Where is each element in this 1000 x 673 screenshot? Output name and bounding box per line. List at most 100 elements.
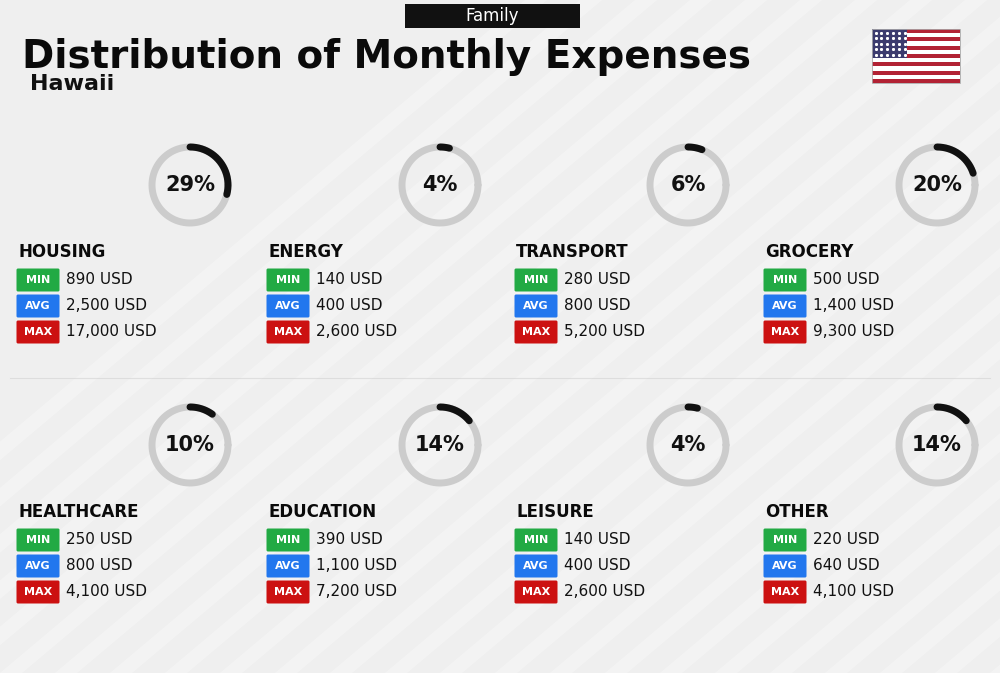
- FancyBboxPatch shape: [764, 269, 806, 291]
- Text: LEISURE: LEISURE: [516, 503, 594, 521]
- Text: 2,600 USD: 2,600 USD: [316, 324, 397, 339]
- FancyBboxPatch shape: [266, 295, 310, 318]
- Text: AVG: AVG: [25, 561, 51, 571]
- Text: 640 USD: 640 USD: [813, 559, 880, 573]
- FancyBboxPatch shape: [764, 295, 806, 318]
- Text: AVG: AVG: [772, 301, 798, 311]
- Text: HEALTHCARE: HEALTHCARE: [18, 503, 138, 521]
- Polygon shape: [0, 0, 822, 673]
- FancyBboxPatch shape: [872, 67, 960, 71]
- Text: HOUSING: HOUSING: [18, 243, 105, 261]
- Polygon shape: [935, 0, 1000, 673]
- Text: MIN: MIN: [276, 275, 300, 285]
- Text: MIN: MIN: [773, 275, 797, 285]
- FancyBboxPatch shape: [872, 42, 960, 46]
- FancyBboxPatch shape: [872, 29, 907, 58]
- Polygon shape: [990, 0, 1000, 673]
- Text: 17,000 USD: 17,000 USD: [66, 324, 157, 339]
- Text: AVG: AVG: [275, 561, 301, 571]
- Text: 220 USD: 220 USD: [813, 532, 880, 548]
- Polygon shape: [385, 0, 1000, 673]
- Text: MIN: MIN: [276, 535, 300, 545]
- FancyBboxPatch shape: [872, 29, 960, 33]
- Text: Distribution of Monthly Expenses: Distribution of Monthly Expenses: [22, 38, 751, 76]
- FancyBboxPatch shape: [266, 320, 310, 343]
- FancyBboxPatch shape: [514, 320, 558, 343]
- Text: 2,600 USD: 2,600 USD: [564, 584, 645, 600]
- FancyBboxPatch shape: [514, 528, 558, 551]
- FancyBboxPatch shape: [514, 581, 558, 604]
- Polygon shape: [330, 0, 1000, 673]
- Text: MAX: MAX: [771, 327, 799, 337]
- Polygon shape: [165, 0, 987, 673]
- Text: AVG: AVG: [772, 561, 798, 571]
- Text: 14%: 14%: [912, 435, 962, 455]
- Polygon shape: [220, 0, 1000, 673]
- FancyBboxPatch shape: [16, 320, 60, 343]
- Text: 7,200 USD: 7,200 USD: [316, 584, 397, 600]
- Text: 500 USD: 500 USD: [813, 273, 880, 287]
- Text: 390 USD: 390 USD: [316, 532, 383, 548]
- Polygon shape: [110, 0, 932, 673]
- Text: 20%: 20%: [912, 175, 962, 195]
- Polygon shape: [0, 0, 657, 673]
- Text: MIN: MIN: [26, 275, 50, 285]
- FancyBboxPatch shape: [764, 528, 806, 551]
- Text: 280 USD: 280 USD: [564, 273, 631, 287]
- Polygon shape: [440, 0, 1000, 673]
- Polygon shape: [605, 0, 1000, 673]
- Text: 800 USD: 800 USD: [564, 299, 631, 314]
- Polygon shape: [55, 0, 877, 673]
- Text: 400 USD: 400 USD: [564, 559, 631, 573]
- Text: OTHER: OTHER: [765, 503, 829, 521]
- Text: MIN: MIN: [773, 535, 797, 545]
- Polygon shape: [275, 0, 1000, 673]
- FancyBboxPatch shape: [872, 79, 960, 83]
- FancyBboxPatch shape: [872, 46, 960, 50]
- Text: 890 USD: 890 USD: [66, 273, 133, 287]
- Text: 400 USD: 400 USD: [316, 299, 382, 314]
- Polygon shape: [660, 0, 1000, 673]
- Text: MAX: MAX: [274, 587, 302, 597]
- FancyBboxPatch shape: [872, 33, 960, 37]
- Text: MAX: MAX: [274, 327, 302, 337]
- Text: MAX: MAX: [24, 587, 52, 597]
- Text: MAX: MAX: [522, 327, 550, 337]
- FancyBboxPatch shape: [514, 555, 558, 577]
- Polygon shape: [880, 0, 1000, 673]
- Text: ENERGY: ENERGY: [268, 243, 343, 261]
- Text: MIN: MIN: [524, 275, 548, 285]
- Polygon shape: [0, 0, 602, 673]
- Text: 1,400 USD: 1,400 USD: [813, 299, 894, 314]
- Text: 4%: 4%: [670, 435, 706, 455]
- Text: AVG: AVG: [25, 301, 51, 311]
- Text: 4,100 USD: 4,100 USD: [66, 584, 147, 600]
- FancyBboxPatch shape: [872, 62, 960, 67]
- FancyBboxPatch shape: [872, 75, 960, 79]
- FancyBboxPatch shape: [514, 269, 558, 291]
- Text: 10%: 10%: [165, 435, 215, 455]
- Text: Family: Family: [466, 7, 519, 25]
- Polygon shape: [0, 0, 547, 673]
- Text: MAX: MAX: [522, 587, 550, 597]
- FancyBboxPatch shape: [514, 295, 558, 318]
- Text: 9,300 USD: 9,300 USD: [813, 324, 894, 339]
- Text: AVG: AVG: [523, 301, 549, 311]
- FancyBboxPatch shape: [872, 50, 960, 54]
- FancyBboxPatch shape: [16, 581, 60, 604]
- Text: 800 USD: 800 USD: [66, 559, 132, 573]
- Text: 2,500 USD: 2,500 USD: [66, 299, 147, 314]
- Text: 4,100 USD: 4,100 USD: [813, 584, 894, 600]
- FancyBboxPatch shape: [872, 37, 960, 42]
- FancyBboxPatch shape: [405, 4, 580, 28]
- FancyBboxPatch shape: [266, 555, 310, 577]
- FancyBboxPatch shape: [872, 54, 960, 58]
- FancyBboxPatch shape: [764, 581, 806, 604]
- Text: 140 USD: 140 USD: [316, 273, 382, 287]
- Text: GROCERY: GROCERY: [765, 243, 853, 261]
- Text: MIN: MIN: [524, 535, 548, 545]
- Text: MAX: MAX: [24, 327, 52, 337]
- Text: Hawaii: Hawaii: [30, 74, 114, 94]
- Text: AVG: AVG: [275, 301, 301, 311]
- FancyBboxPatch shape: [266, 528, 310, 551]
